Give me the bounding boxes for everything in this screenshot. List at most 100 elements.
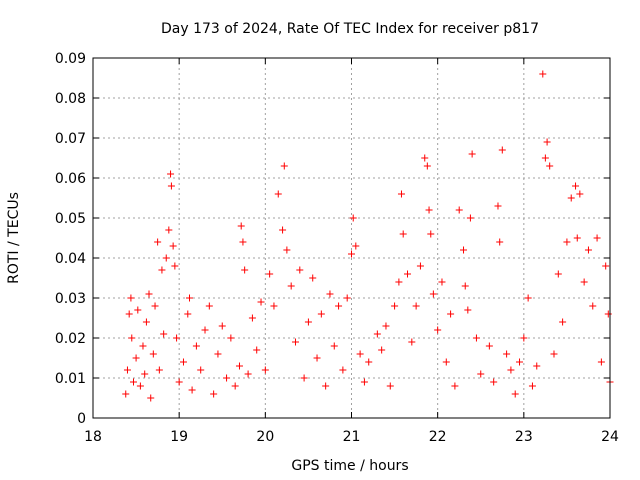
data-point — [425, 206, 433, 214]
data-point — [356, 350, 364, 358]
data-points — [122, 70, 614, 402]
data-point — [507, 366, 515, 374]
data-point — [559, 318, 567, 326]
data-point — [205, 302, 213, 310]
data-point — [399, 230, 407, 238]
data-point — [490, 378, 498, 386]
y-tick-label: 0.03 — [55, 291, 86, 307]
data-point — [304, 318, 312, 326]
data-point — [494, 202, 502, 210]
data-point — [572, 182, 580, 190]
data-point — [179, 358, 187, 366]
data-point — [423, 162, 431, 170]
data-point — [266, 270, 274, 278]
data-point — [567, 194, 575, 202]
data-point — [546, 162, 554, 170]
data-point — [227, 334, 235, 342]
x-axis-label: GPS time / hours — [291, 458, 408, 474]
y-tick-label: 0.09 — [55, 51, 86, 67]
y-tick-label: 0.02 — [55, 331, 86, 347]
data-point — [348, 250, 355, 258]
data-point — [589, 302, 597, 310]
data-point — [129, 378, 137, 386]
data-point — [167, 170, 175, 178]
data-point — [460, 246, 468, 254]
data-point — [397, 190, 405, 198]
data-point — [186, 294, 194, 302]
data-point — [309, 274, 317, 282]
data-point — [477, 370, 485, 378]
data-point — [520, 334, 528, 342]
data-point — [167, 182, 175, 190]
data-point — [412, 302, 420, 310]
data-point — [134, 306, 142, 314]
data-point — [162, 254, 170, 262]
data-point — [122, 390, 130, 398]
data-point — [451, 382, 459, 390]
data-point — [343, 294, 351, 302]
data-point — [300, 374, 308, 382]
data-point — [597, 358, 605, 366]
data-point — [218, 322, 226, 330]
data-point — [125, 310, 133, 318]
data-point — [516, 358, 524, 366]
data-point — [253, 346, 261, 354]
x-tick-label: 21 — [343, 429, 361, 445]
data-point — [291, 338, 299, 346]
data-point — [554, 270, 562, 278]
data-point — [466, 214, 474, 222]
data-point — [468, 150, 476, 158]
data-point — [192, 342, 200, 350]
data-point — [485, 342, 493, 350]
data-point — [173, 334, 181, 342]
data-point — [257, 298, 265, 306]
y-tick-label: 0.07 — [55, 131, 86, 147]
data-point — [270, 302, 278, 310]
y-tick-label: 0.01 — [55, 371, 86, 387]
data-point — [378, 346, 386, 354]
data-point — [214, 350, 222, 358]
data-point — [408, 338, 416, 346]
data-point — [573, 234, 581, 242]
data-point — [455, 206, 463, 214]
data-point — [201, 326, 209, 334]
data-point — [123, 366, 131, 374]
data-point — [239, 238, 247, 246]
data-point — [154, 238, 162, 246]
data-point — [175, 378, 183, 386]
data-point — [539, 70, 547, 78]
data-point — [296, 266, 304, 274]
data-point — [171, 262, 179, 270]
data-point — [313, 354, 321, 362]
data-point — [147, 394, 155, 402]
data-point — [593, 234, 601, 242]
data-point — [429, 290, 437, 298]
data-point — [261, 366, 269, 374]
data-point — [158, 266, 166, 274]
data-point — [352, 242, 360, 250]
chart-title: Day 173 of 2024, Rate Of TEC Index for r… — [161, 21, 539, 37]
data-point — [274, 190, 282, 198]
y-tick-label: 0 — [77, 411, 86, 427]
data-point — [241, 266, 249, 274]
data-point — [326, 290, 334, 298]
data-point — [524, 294, 532, 302]
plot-frame — [92, 57, 611, 419]
data-point — [165, 226, 173, 234]
data-point — [416, 262, 424, 270]
data-point — [395, 278, 403, 286]
x-tick-label: 24 — [601, 429, 619, 445]
data-point — [128, 334, 136, 342]
axis-ticks: 18 19 20 21 22 23 24 0 0.01 0.02 0.03 0.04 0.05 0.06 0… — [55, 51, 619, 445]
data-point — [421, 154, 429, 162]
y-tick-label: 0.06 — [55, 171, 86, 187]
data-point — [543, 138, 551, 146]
data-point — [335, 302, 343, 310]
data-point — [279, 226, 287, 234]
data-point — [280, 162, 288, 170]
data-point — [563, 238, 571, 246]
data-point — [223, 374, 231, 382]
data-point — [132, 354, 140, 362]
grid-lines — [93, 58, 610, 418]
data-point — [317, 310, 325, 318]
